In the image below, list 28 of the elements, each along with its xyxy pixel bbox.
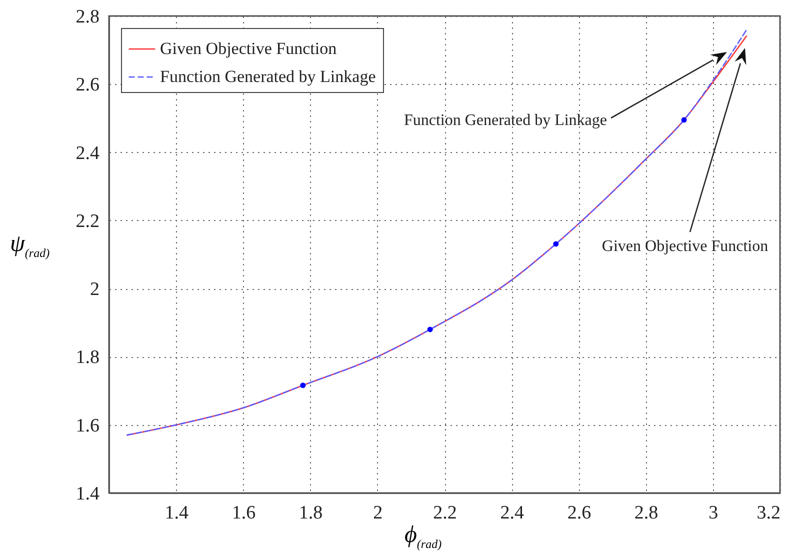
y-tick-label: 1.8 bbox=[76, 347, 100, 368]
point bbox=[427, 326, 433, 332]
y-tick-label: 1.6 bbox=[76, 415, 100, 436]
y-tick-label: 2.6 bbox=[76, 74, 100, 96]
x-tick-label: 3 bbox=[708, 502, 718, 524]
point bbox=[300, 382, 306, 388]
x-tick-label: 1.8 bbox=[298, 502, 323, 524]
x-tick-label: 1.4 bbox=[164, 502, 189, 524]
point bbox=[553, 241, 559, 247]
x-axis-title: ϕ$_{(rad)}$ bbox=[404, 522, 442, 552]
y-axis-title: ψ$_{(rad)}$ bbox=[10, 230, 50, 260]
legend-label: Function Generated by Linkage bbox=[160, 67, 376, 86]
y-tick-label: 2.4 bbox=[76, 142, 100, 164]
x-tick-label: 3.2 bbox=[756, 502, 780, 524]
x-tick-label: 2.6 bbox=[567, 502, 592, 524]
x-tick-label: 2.8 bbox=[634, 502, 658, 524]
x-tick-label: 1.6 bbox=[232, 502, 256, 524]
annotation: Given Objective Function bbox=[602, 238, 768, 255]
y-tick-label: 2.8 bbox=[76, 6, 100, 28]
legend-label: Given Objective Function bbox=[160, 39, 338, 58]
point bbox=[681, 117, 687, 123]
y-tick-label: 1.4 bbox=[76, 484, 100, 504]
x-tick-label: 2.2 bbox=[433, 502, 457, 524]
y-tick-label: 2 bbox=[90, 279, 100, 300]
annotation: Function Generated by Linkage bbox=[404, 112, 607, 129]
y-tick-label: 2.2 bbox=[76, 210, 100, 232]
x-tick-label: 2 bbox=[373, 502, 383, 524]
x-tick-label: 2.4 bbox=[500, 502, 524, 524]
